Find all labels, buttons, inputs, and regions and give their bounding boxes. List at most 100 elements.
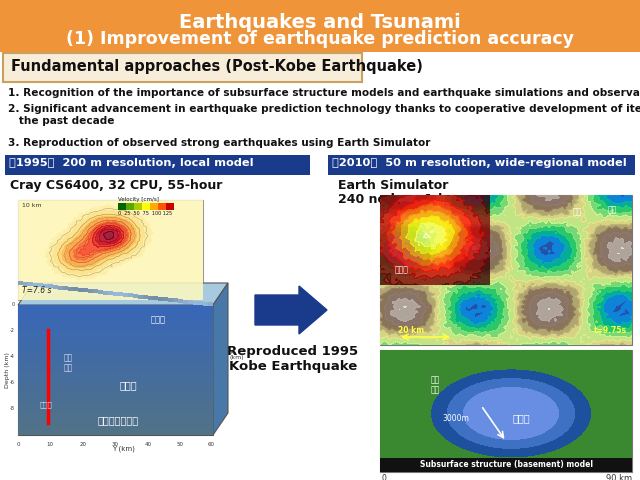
Bar — [166, 203, 174, 210]
Point — [0, 0, 5, 4]
Bar — [126, 203, 134, 210]
Bar — [108, 291, 113, 295]
Bar — [18, 367, 213, 372]
Bar — [188, 300, 193, 304]
Point — [0, 0, 5, 4]
Bar — [38, 283, 43, 287]
Polygon shape — [18, 305, 213, 435]
Text: 大阪湾: 大阪湾 — [512, 413, 530, 423]
Bar — [88, 289, 93, 293]
Bar — [118, 292, 123, 296]
Text: 30: 30 — [111, 442, 118, 447]
Text: 50: 50 — [177, 442, 184, 447]
Text: 20: 20 — [79, 442, 86, 447]
Text: -2: -2 — [10, 328, 15, 334]
Text: 0  25  50  75  100 125: 0 25 50 75 100 125 — [118, 211, 172, 216]
Bar — [18, 315, 213, 321]
Bar — [143, 295, 148, 299]
Text: 明石
海峡: 明石 海峡 — [63, 353, 72, 372]
Text: Y (km): Y (km) — [111, 445, 134, 452]
Bar — [33, 283, 38, 287]
Bar — [158, 203, 166, 210]
Bar — [18, 372, 213, 378]
Point — [0, 0, 5, 4]
Point — [0, 0, 5, 4]
Polygon shape — [213, 283, 228, 435]
Point — [0, 0, 5, 4]
Bar — [168, 298, 173, 302]
Bar — [18, 425, 213, 430]
Bar — [18, 388, 213, 394]
Point — [0, 0, 5, 4]
Point — [0, 0, 5, 4]
Bar — [183, 300, 188, 304]
Text: 淡路島: 淡路島 — [40, 402, 52, 408]
Text: 2. Significant advancement in earthquake prediction technology thanks to coopera: 2. Significant advancement in earthquake… — [8, 104, 640, 114]
Point — [0, 0, 5, 4]
Bar — [0, 52, 640, 480]
Text: 60: 60 — [207, 442, 214, 447]
Point — [0, 0, 5, 4]
Text: 40: 40 — [145, 442, 152, 447]
Bar — [198, 301, 203, 305]
Point — [0, 0, 5, 4]
Bar — [23, 282, 28, 286]
Bar — [58, 286, 63, 289]
Bar — [118, 203, 126, 210]
Bar — [43, 284, 48, 288]
Text: 2010、  50 m resolution, wide-regional model: 2010、 50 m resolution, wide-regional mod… — [332, 158, 627, 168]
Bar — [153, 296, 158, 300]
Bar — [142, 203, 150, 210]
Bar — [83, 288, 88, 292]
Bar — [18, 420, 213, 425]
Text: Kobe Earthquake: Kobe Earthquake — [229, 360, 357, 373]
Text: Cray CS6400, 32 CPU, 55-hour: Cray CS6400, 32 CPU, 55-hour — [10, 179, 222, 192]
Point — [0, 0, 5, 4]
Text: 淡路島: 淡路島 — [395, 265, 409, 275]
Text: 1. Recognition of the importance of subsurface structure models and earthquake s: 1. Recognition of the importance of subs… — [8, 88, 640, 98]
Point — [0, 0, 5, 4]
Point — [0, 0, 5, 4]
Text: Earthquakes and Tsunami: Earthquakes and Tsunami — [179, 13, 461, 32]
Bar — [113, 292, 118, 296]
Point — [0, 0, 5, 4]
Point — [0, 0, 5, 4]
Text: Reproduced 1995: Reproduced 1995 — [227, 345, 358, 358]
Bar — [328, 155, 635, 175]
Text: 20 km: 20 km — [398, 326, 424, 335]
Bar — [18, 394, 213, 398]
Bar — [0, 0, 640, 52]
Bar — [18, 305, 213, 310]
Text: 神戸: 神戸 — [572, 207, 582, 216]
Bar — [73, 287, 78, 291]
Text: Depth (km): Depth (km) — [6, 352, 10, 388]
Bar — [18, 362, 213, 367]
Bar — [103, 290, 108, 295]
Text: 10 km: 10 km — [22, 203, 42, 208]
Point — [0, 0, 5, 4]
Point — [0, 0, 5, 4]
Text: 1995、  200 m resolution, local model: 1995、 200 m resolution, local model — [9, 158, 253, 168]
Text: 明石
海峡: 明石 海峡 — [430, 375, 440, 395]
Point — [0, 0, 5, 4]
Text: 大平山: 大平山 — [150, 315, 166, 324]
Text: Subsurface structure (basement) model: Subsurface structure (basement) model — [419, 460, 593, 469]
Text: (1) Improvement of earthquake prediction accuracy: (1) Improvement of earthquake prediction… — [66, 30, 574, 48]
Bar — [18, 281, 23, 285]
Point — [0, 0, 5, 4]
Bar — [148, 296, 153, 300]
Point — [0, 0, 5, 4]
Text: 90 km: 90 km — [606, 474, 632, 480]
Point — [0, 0, 5, 4]
Bar — [18, 378, 213, 383]
Text: -4: -4 — [10, 355, 15, 360]
Bar — [5, 155, 310, 175]
Bar — [128, 293, 133, 298]
Point — [0, 0, 5, 4]
Bar — [18, 383, 213, 388]
Text: -8: -8 — [10, 407, 15, 411]
Point — [0, 0, 5, 4]
Point — [0, 0, 5, 4]
Point — [0, 0, 5, 4]
Bar — [63, 286, 68, 290]
